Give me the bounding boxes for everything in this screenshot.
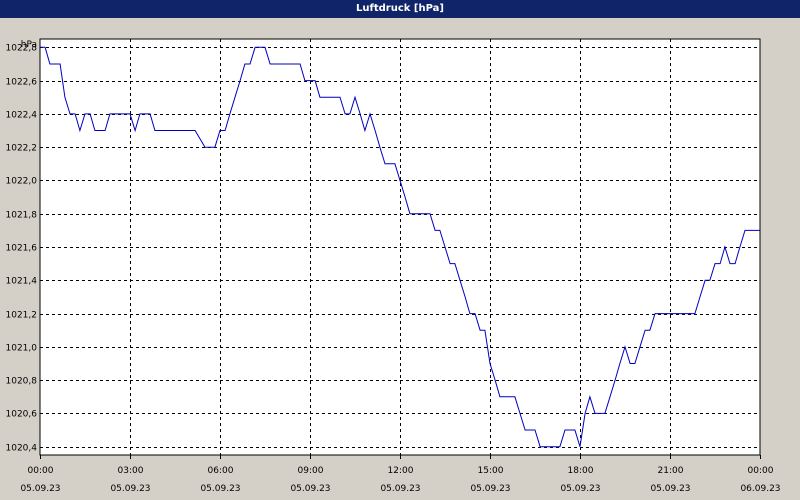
pressure-chart: hPa 1020,4 1020,6 1020,8 1021,0 1021,2 1021,4… xyxy=(6,38,781,494)
x-tick-date-label: 05.09.23 xyxy=(200,484,240,494)
y-tick-label: 1021,0 xyxy=(6,344,38,354)
y-axis-ticks: 1020,4 1020,6 1020,8 1021,0 1021,2 1021,4 1021… xyxy=(6,44,38,454)
x-tick-time-label: 00:00 xyxy=(28,466,54,476)
y-tick-label: 1020,8 xyxy=(6,377,38,387)
y-tick-label: 1022,0 xyxy=(6,177,38,187)
y-tick-label: 1020,4 xyxy=(6,444,38,454)
y-tick-label: 1021,2 xyxy=(6,311,38,321)
grid xyxy=(40,39,760,455)
y-tick-label: 1021,6 xyxy=(6,244,38,254)
x-tick-time-label: 12:00 xyxy=(388,466,414,476)
x-tick-date-label: 05.09.23 xyxy=(290,484,330,494)
y-tick-label: 1022,2 xyxy=(6,144,38,154)
x-tick-time-label: 03:00 xyxy=(118,466,144,476)
y-tick-label: 1021,8 xyxy=(6,211,38,221)
x-tick-time-label: 18:00 xyxy=(568,466,594,476)
x-tick-date-label: 05.09.23 xyxy=(650,484,690,494)
x-tick-date-label: 05.09.23 xyxy=(110,484,150,494)
x-tick-time-label: 06:00 xyxy=(208,466,234,476)
y-tick-label: 1020,6 xyxy=(6,410,38,420)
y-tick-label: 1022,8 xyxy=(6,44,38,54)
chart-title: Luftdruck [hPa] xyxy=(0,0,800,18)
x-tick-time-label: 15:00 xyxy=(478,466,504,476)
x-tick-date-label: 05.09.23 xyxy=(470,484,510,494)
x-tick-time-label: 21:00 xyxy=(658,466,684,476)
x-tick-time-label: 00:00 xyxy=(748,466,774,476)
y-axis-unit-label: hPa xyxy=(21,40,37,50)
y-tick-label: 1022,4 xyxy=(6,111,38,121)
y-tick-label: 1021,4 xyxy=(6,277,38,287)
x-tick-date-label: 05.09.23 xyxy=(20,484,60,494)
x-tick-date-label: 05.09.23 xyxy=(380,484,420,494)
x-tick-date-label: 06.09.23 xyxy=(740,484,780,494)
series-line-pressure xyxy=(40,46,760,448)
x-axis-ticks: 00:00 05.09.23 03:00 05.09.23 06:00 05.09.23 0… xyxy=(20,455,781,494)
y-tick-label: 1022,6 xyxy=(6,78,38,88)
x-tick-time-label: 09:00 xyxy=(298,466,324,476)
x-tick-date-label: 05.09.23 xyxy=(560,484,600,494)
